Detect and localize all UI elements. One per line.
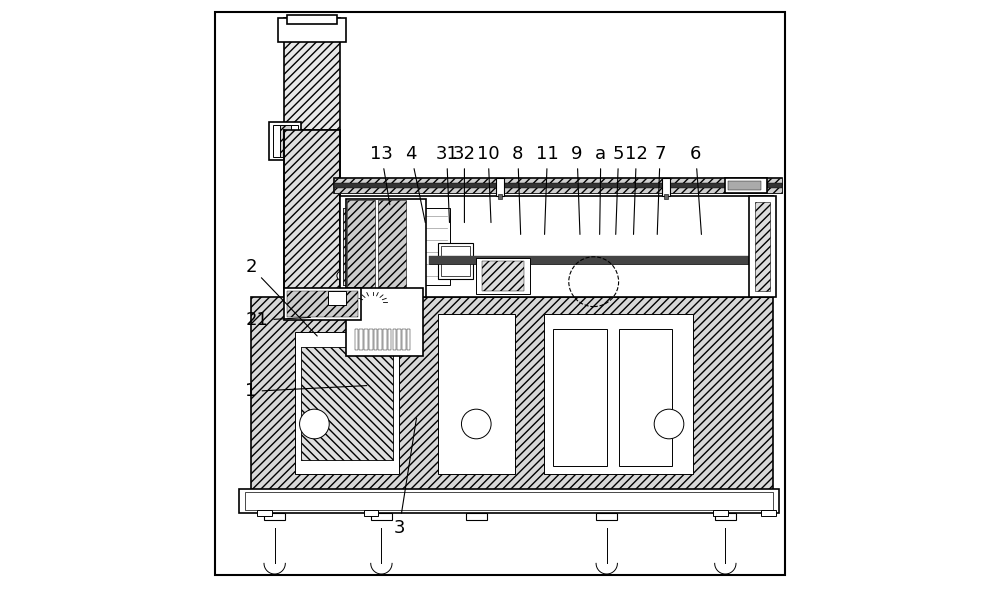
Text: a: a <box>595 145 606 234</box>
Text: 8: 8 <box>512 145 523 234</box>
Bar <box>441 246 470 276</box>
Bar <box>340 196 773 296</box>
Bar <box>407 329 410 350</box>
Bar <box>371 513 392 520</box>
Bar <box>275 125 295 157</box>
Bar <box>364 329 368 350</box>
Bar <box>287 15 337 24</box>
Text: 7: 7 <box>654 145 666 234</box>
Bar <box>278 18 346 42</box>
Bar <box>664 194 668 199</box>
Polygon shape <box>374 520 389 528</box>
Text: 4: 4 <box>405 145 425 222</box>
Bar <box>284 288 361 320</box>
Bar <box>438 314 515 474</box>
Bar <box>553 329 607 466</box>
Text: 3: 3 <box>393 418 417 537</box>
Bar <box>264 513 285 520</box>
Polygon shape <box>600 520 614 528</box>
Polygon shape <box>681 288 699 296</box>
Bar <box>755 202 770 291</box>
Bar <box>749 196 776 296</box>
Text: 2: 2 <box>245 258 317 336</box>
Bar <box>369 329 373 350</box>
Polygon shape <box>268 520 282 528</box>
Bar <box>761 510 776 516</box>
Polygon shape <box>503 288 521 296</box>
Bar <box>429 256 761 264</box>
Bar <box>374 329 377 350</box>
Text: 10: 10 <box>477 145 499 222</box>
Bar <box>284 18 340 130</box>
Bar <box>728 181 761 190</box>
Text: 1: 1 <box>245 382 367 400</box>
Bar <box>476 258 530 294</box>
Bar <box>295 332 399 474</box>
Bar <box>393 329 396 350</box>
Bar <box>388 329 391 350</box>
Bar <box>346 199 426 296</box>
Text: 6: 6 <box>690 145 701 234</box>
Bar <box>343 208 396 285</box>
Bar <box>429 256 761 264</box>
Text: 21: 21 <box>245 311 310 329</box>
Text: 11: 11 <box>536 145 559 234</box>
Circle shape <box>654 409 684 439</box>
Bar <box>378 329 382 350</box>
Bar <box>725 178 767 193</box>
Bar <box>257 510 272 516</box>
Bar <box>715 513 736 520</box>
Bar <box>397 329 401 350</box>
Bar <box>251 296 773 492</box>
Bar <box>713 510 728 516</box>
Bar <box>498 194 502 199</box>
Bar <box>619 329 672 466</box>
Bar <box>544 314 693 474</box>
Bar <box>269 122 301 160</box>
Bar <box>301 347 393 460</box>
Polygon shape <box>718 520 732 528</box>
Bar <box>438 243 473 279</box>
Bar <box>343 208 396 285</box>
Bar <box>301 347 393 460</box>
Bar <box>291 125 298 157</box>
Bar <box>402 329 406 350</box>
Text: 31: 31 <box>435 145 458 222</box>
Text: 9: 9 <box>571 145 583 234</box>
Bar <box>328 291 346 305</box>
Bar <box>466 513 487 520</box>
Bar <box>378 200 406 295</box>
Bar <box>399 208 450 285</box>
Circle shape <box>461 409 491 439</box>
Circle shape <box>337 271 346 280</box>
Bar <box>239 489 779 513</box>
Bar <box>482 261 524 291</box>
Bar <box>334 183 782 188</box>
Bar <box>273 125 280 157</box>
Bar <box>346 288 423 356</box>
Bar <box>347 200 375 295</box>
Text: 32: 32 <box>453 145 476 222</box>
Polygon shape <box>469 520 483 528</box>
Text: 13: 13 <box>370 145 393 205</box>
Circle shape <box>300 409 329 439</box>
Bar <box>496 178 504 196</box>
Bar <box>334 178 782 193</box>
Bar <box>334 178 782 193</box>
Bar <box>287 291 358 317</box>
Bar <box>364 510 378 516</box>
Bar <box>245 492 773 510</box>
Bar <box>662 178 670 196</box>
Bar <box>383 329 387 350</box>
Bar <box>355 329 358 350</box>
Bar <box>596 513 617 520</box>
Bar <box>359 329 363 350</box>
Bar <box>284 130 340 296</box>
Text: 12: 12 <box>625 145 648 234</box>
Text: 5: 5 <box>613 145 624 234</box>
